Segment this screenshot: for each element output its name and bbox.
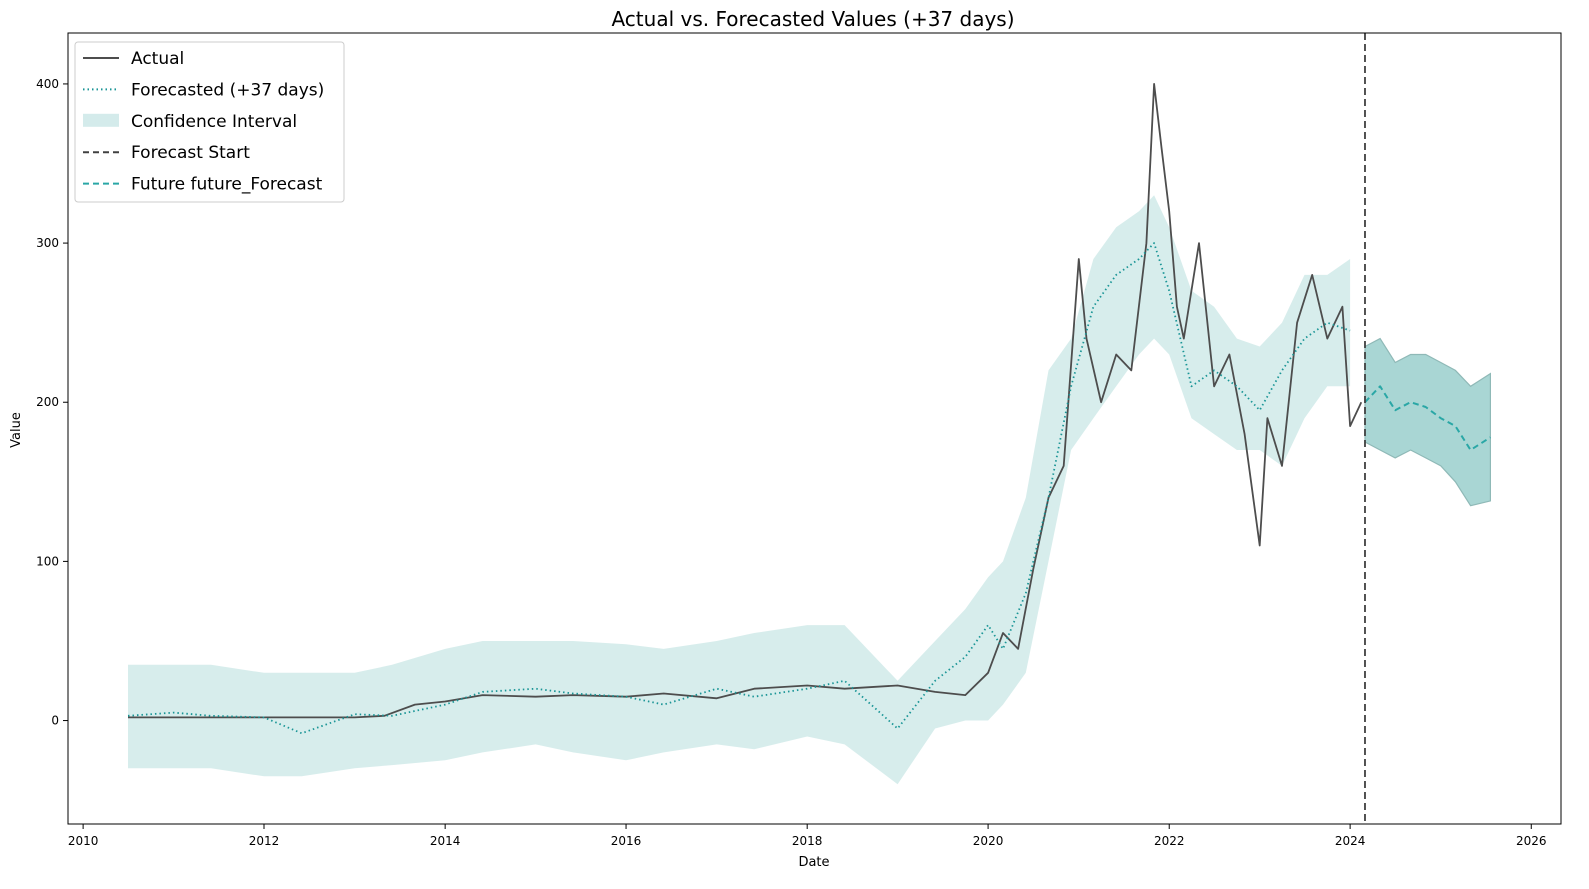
legend-entry-label: Forecast Start [131,143,250,163]
legend-confidence-swatch [83,113,119,127]
legend-entry-label: Forecasted (+37 days) [131,80,324,100]
chart-title: Actual vs. Forecasted Values (+37 days) [611,7,1014,31]
y-tick-label: 0 [51,714,59,728]
x-axis: 2010 2012 2014 2016 2018 2020 2022 2024 2026 [68,824,1547,848]
legend: Actual Forecasted (+37 days) Confidence In… [74,41,345,203]
y-axis-title: Value [9,412,24,448]
x-tick-label: 2024 [1335,834,1366,848]
plot-area [127,33,1491,824]
y-tick-label: 200 [36,395,59,409]
legend-frame [74,41,345,203]
y-tick-label: 100 [36,554,59,568]
plot-frame [67,32,1562,825]
confidence-interval-band [128,195,1351,785]
legend-entry-label: Confidence Interval [131,112,297,132]
legend-entry-label: Actual [131,49,184,69]
forecasted-line [127,242,1351,735]
actual-line [128,83,1363,719]
x-tick-label: 2014 [430,834,461,848]
x-axis-title: Date [798,855,829,870]
y-tick-label: 400 [36,77,59,91]
y-tick-label: 300 [36,236,59,250]
x-tick-label: 2026 [1516,834,1547,848]
future-forecast-line [1364,385,1491,451]
y-axis: 0 100 200 300 400 [36,77,68,728]
x-tick-label: 2020 [973,834,1004,848]
x-tick-label: 2018 [792,834,823,848]
legend-entry-label: Future future_Forecast [131,175,323,195]
x-tick-label: 2012 [249,834,280,848]
x-tick-label: 2016 [611,834,642,848]
x-tick-label: 2010 [68,834,99,848]
future-forecast-band [1364,337,1491,507]
x-tick-label: 2022 [1154,834,1185,848]
